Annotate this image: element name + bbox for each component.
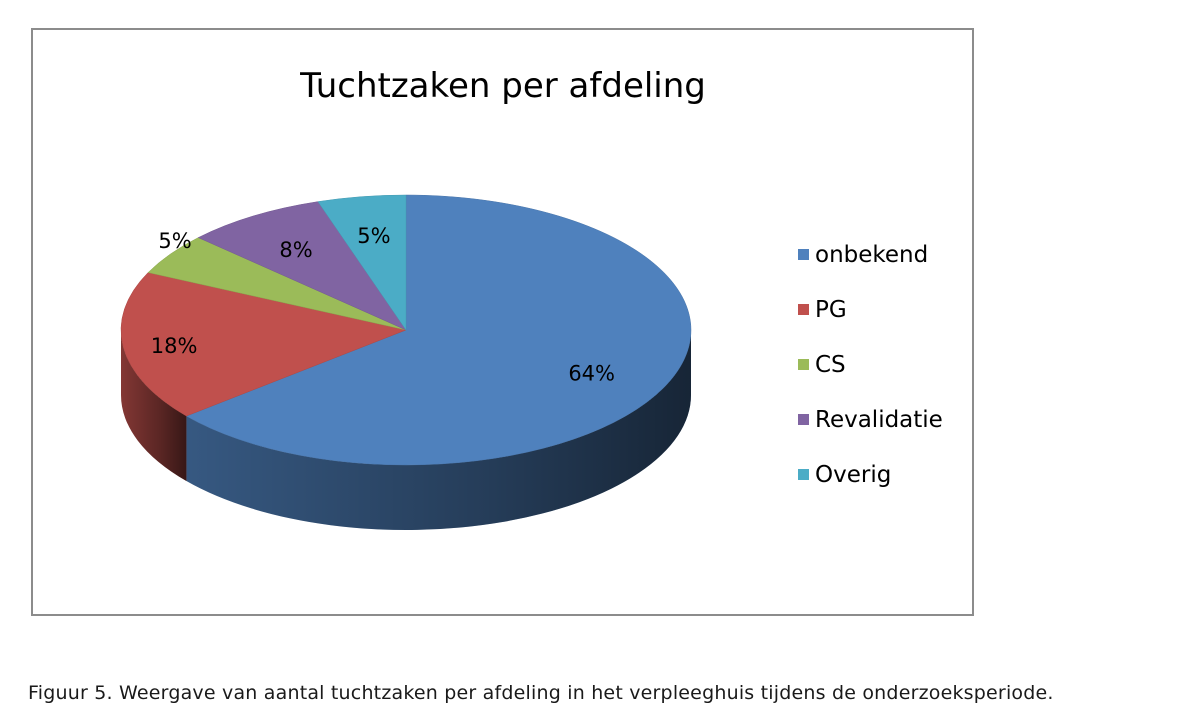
pie-top xyxy=(120,194,692,466)
legend-label-onbekend: onbekend xyxy=(815,242,928,268)
data-label-revalidatie: 8% xyxy=(279,238,312,262)
legend-label-cs: CS xyxy=(815,352,846,378)
legend-item-cs: CS xyxy=(798,352,846,378)
legend-swatch-cs xyxy=(798,359,809,370)
legend-label-revalidatie: Revalidatie xyxy=(815,407,943,433)
pie-slice-pg xyxy=(120,272,407,417)
legend-swatch-overig xyxy=(798,469,809,480)
legend-label-pg: PG xyxy=(815,297,847,323)
pie-slice-overig xyxy=(317,194,407,331)
data-label-pg: 18% xyxy=(151,334,198,358)
legend-swatch-pg xyxy=(798,304,809,315)
legend-item-revalidatie: Revalidatie xyxy=(798,407,943,433)
pie-sides xyxy=(121,330,691,530)
data-label-overig: 5% xyxy=(357,224,390,248)
pie-side-shade-pg xyxy=(121,330,187,482)
legend-swatch-revalidatie xyxy=(798,414,809,425)
chart-title: Tuchtzaken per afdeling xyxy=(299,66,706,106)
data-label-cs: 5% xyxy=(158,229,191,253)
legend-label-overig: Overig xyxy=(815,462,891,488)
legend-swatch-onbekend xyxy=(798,249,809,260)
legend: onbekend PG CS Revalidatie Overig xyxy=(798,242,943,488)
legend-item-overig: Overig xyxy=(798,462,891,488)
legend-item-pg: PG xyxy=(798,297,847,323)
legend-item-onbekend: onbekend xyxy=(798,242,928,268)
pie-slice-onbekend xyxy=(185,194,692,466)
data-label-onbekend: 64% xyxy=(568,361,615,385)
pie-labels: 64% 18% 5% 8% 5% xyxy=(151,224,615,385)
figure-caption: Figuur 5. Weergave van aantal tuchtzaken… xyxy=(28,682,1054,704)
pie-slice-revalidatie xyxy=(197,201,407,331)
pie-side-shade-onbekend xyxy=(186,330,691,530)
